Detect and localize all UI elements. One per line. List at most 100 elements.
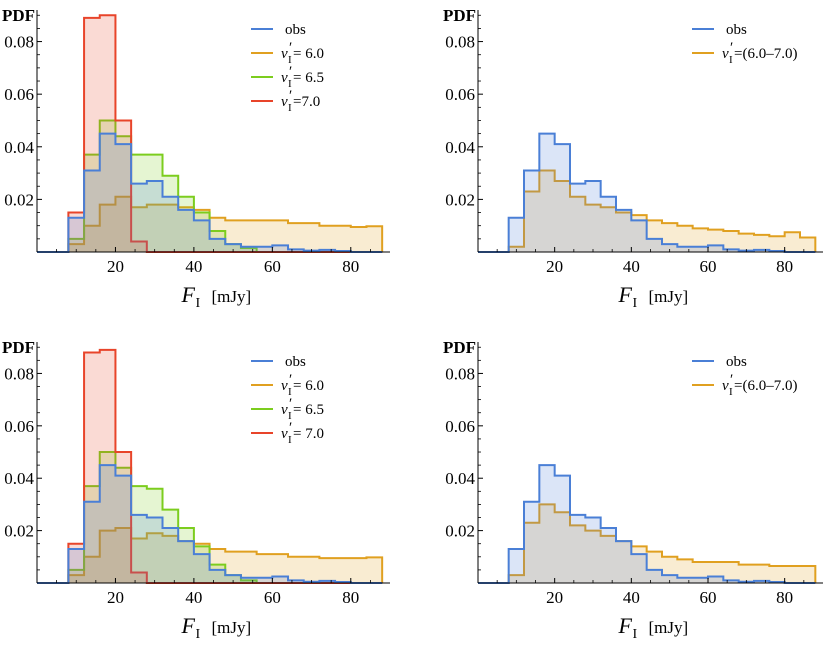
y-tick-label: 0.02 xyxy=(445,522,475,541)
x-tick-label: 40 xyxy=(185,588,202,607)
series-fill-v7_0 xyxy=(37,349,383,583)
legend-label-subscript: I xyxy=(729,386,733,398)
y-tick-label: 0.04 xyxy=(445,138,475,157)
series-fill-obs xyxy=(37,133,383,252)
legend-label-prime: ′ xyxy=(730,40,733,56)
legend-label-v7_0: v xyxy=(281,94,288,110)
y-tick-label: 0.08 xyxy=(4,33,34,52)
legend-label-prime: ′ xyxy=(730,372,733,388)
series-line-obs xyxy=(37,132,383,253)
y-tick-label: 0.04 xyxy=(4,469,34,488)
legend-label-value: = 7.0 xyxy=(293,426,324,442)
x-tick-label: 20 xyxy=(107,257,124,276)
x-axis-label: F xyxy=(181,613,196,638)
series-fill-obs xyxy=(478,465,816,583)
series-line-obs xyxy=(37,464,383,584)
y-tick-label: 0.08 xyxy=(4,364,34,383)
x-axis-label-subscript: I xyxy=(196,296,201,311)
x-axis-unit: [mJy] xyxy=(212,287,252,306)
y-tick-label: 0.06 xyxy=(4,85,34,104)
legend-label-v6_0: v xyxy=(281,46,288,62)
x-tick-label: 80 xyxy=(776,257,793,276)
y-tick-label: 0.02 xyxy=(4,522,34,541)
legend-label-subscript: I xyxy=(288,78,292,90)
y-tick-label: 0.04 xyxy=(4,138,34,157)
series-fill-v6_5 xyxy=(37,120,383,252)
y-tick-label: 0.02 xyxy=(445,190,475,209)
legend-label-prime: ′ xyxy=(289,40,292,56)
legend-label-value: = 6.5 xyxy=(293,70,324,86)
series-line-v6_0_7_0 xyxy=(478,169,817,253)
x-axis-unit: [mJy] xyxy=(212,618,252,637)
legend-label-obs: obs xyxy=(726,354,747,370)
y-tick-label: 0.04 xyxy=(445,469,475,488)
legend-label-prime: ′ xyxy=(289,396,292,412)
legend-label-obs: obs xyxy=(285,354,306,370)
x-tick-label: 60 xyxy=(264,257,281,276)
legend-label-subscript: I xyxy=(288,434,292,446)
legend: obs v ′I =(6.0–7.0) xyxy=(692,354,797,398)
legend-label-prime: ′ xyxy=(289,88,292,104)
x-tick-label: 40 xyxy=(623,257,640,276)
x-axis-label-subscript: I xyxy=(633,296,638,311)
y-tick-label: 0.06 xyxy=(4,417,34,436)
legend-label-subscript: I xyxy=(288,54,292,66)
y-tick-label: 0.08 xyxy=(445,33,475,52)
series-fill-obs xyxy=(37,465,383,583)
x-tick-label: 40 xyxy=(623,588,640,607)
legend-label-v6_0_7_0: v xyxy=(722,46,729,62)
y-tick-label: 0.02 xyxy=(4,190,34,209)
legend-label-obs: obs xyxy=(285,22,306,38)
legend-label-v7_0: v xyxy=(281,426,288,442)
legend-label-value: = 6.0 xyxy=(293,46,324,62)
legend-label-prime: ′ xyxy=(289,372,292,388)
x-axis-unit: [mJy] xyxy=(649,287,689,306)
legend-label-v6_5: v xyxy=(281,402,288,418)
legend-label-value: =(6.0–7.0) xyxy=(734,378,797,394)
y-tick-label: 0.08 xyxy=(445,364,475,383)
x-tick-label: 20 xyxy=(107,588,124,607)
series-fill-v6_0_7_0 xyxy=(478,504,816,583)
series-line-v6_0 xyxy=(37,195,384,253)
x-tick-label: 20 xyxy=(546,588,563,607)
y-tick-label: 0.06 xyxy=(445,85,475,104)
legend-label-subscript: I xyxy=(729,54,733,66)
legend-label-v6_0_7_0: v xyxy=(722,378,729,394)
legend-label-value: =7.0 xyxy=(293,94,320,110)
legend-label-subscript: I xyxy=(288,102,292,114)
x-axis-unit: [mJy] xyxy=(649,618,689,637)
x-tick-label: 80 xyxy=(342,588,359,607)
legend-label-subscript: I xyxy=(288,410,292,422)
y-axis-label: PDF xyxy=(2,338,35,357)
x-axis-label-subscript: I xyxy=(196,627,201,642)
x-tick-label: 20 xyxy=(546,257,563,276)
y-axis-label: PDF xyxy=(443,338,476,357)
x-tick-label: 40 xyxy=(185,257,202,276)
x-axis-label-subscript: I xyxy=(633,627,638,642)
x-tick-label: 60 xyxy=(700,588,717,607)
legend: obs v ′I =(6.0–7.0) xyxy=(692,22,797,66)
x-tick-label: 60 xyxy=(700,257,717,276)
y-axis-label: PDF xyxy=(443,6,476,25)
legend-label-v6_0: v xyxy=(281,378,288,394)
x-tick-label: 80 xyxy=(776,588,793,607)
series-line-obs xyxy=(478,132,816,253)
legend-label-obs: obs xyxy=(726,22,747,38)
legend-label-prime: ′ xyxy=(289,64,292,80)
series-line-obs xyxy=(478,464,816,584)
y-axis-label: PDF xyxy=(2,6,35,25)
x-axis-label: F xyxy=(618,613,633,638)
legend-label-value: =(6.0–7.0) xyxy=(734,46,797,62)
legend-label-prime: ′ xyxy=(289,420,292,436)
series-fill-obs xyxy=(478,133,816,252)
legend-label-value: = 6.0 xyxy=(293,378,324,394)
x-tick-label: 80 xyxy=(342,257,359,276)
